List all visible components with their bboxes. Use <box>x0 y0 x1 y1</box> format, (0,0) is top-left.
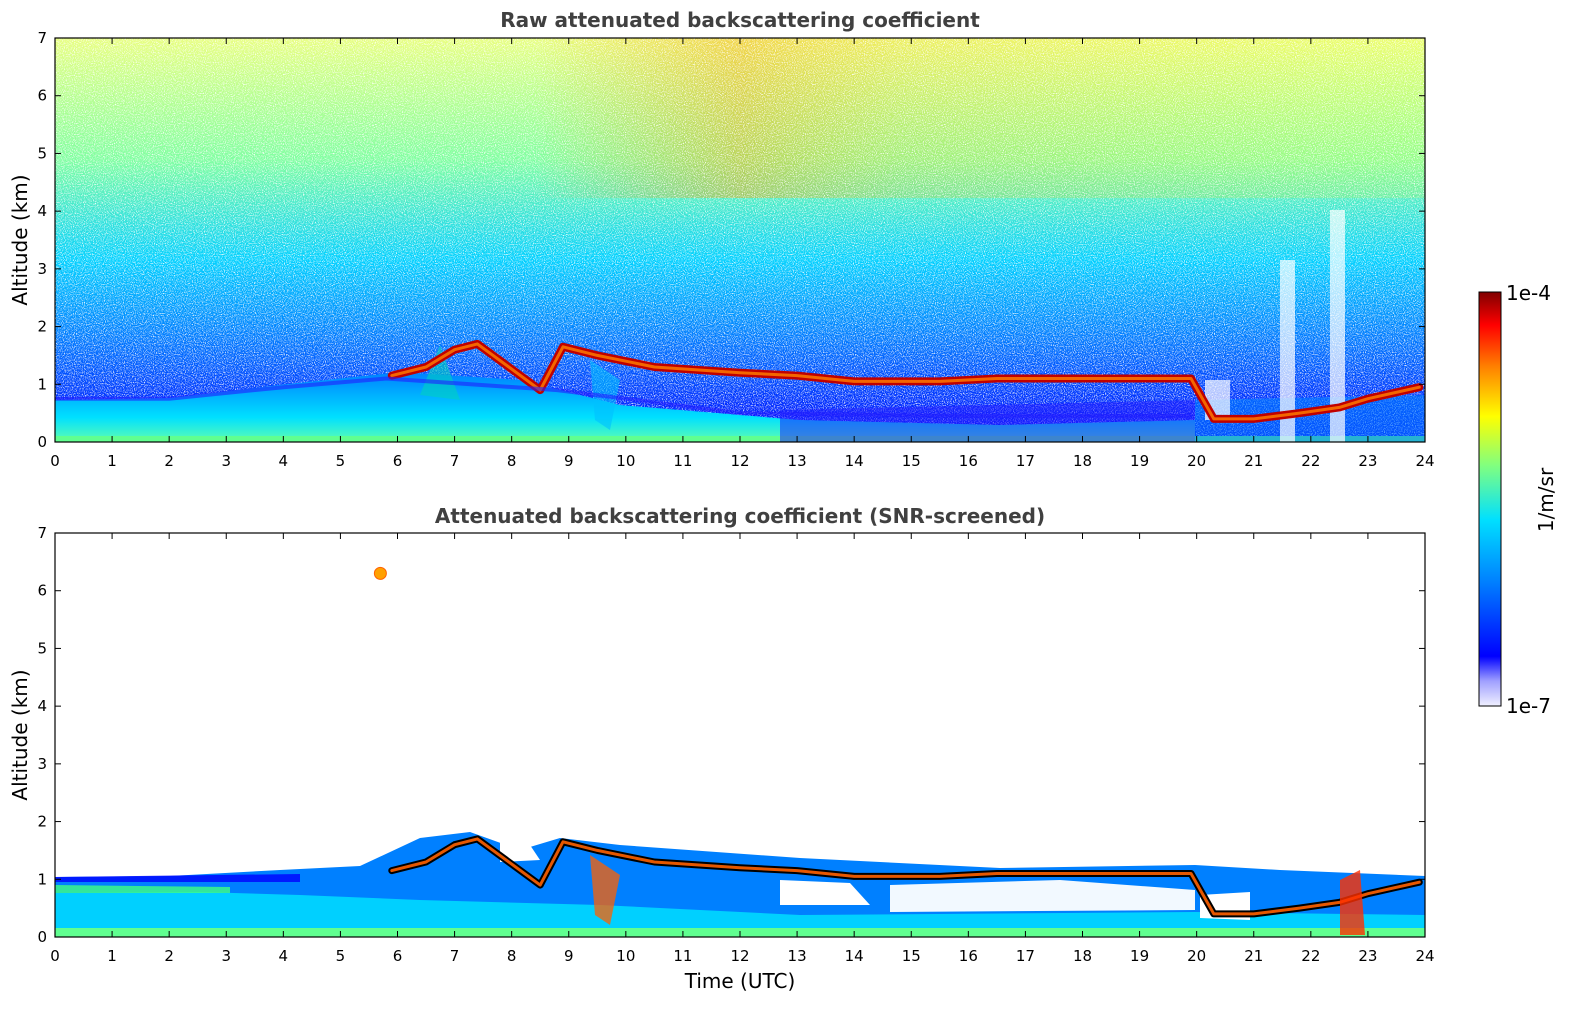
panel2-ytick-label: 2 <box>37 813 47 831</box>
panel2-xtick-label: 0 <box>50 947 60 965</box>
colorbar-unit-label: 1/m/sr <box>1534 467 1558 532</box>
panel2-x-ticks: 0 1 2 3 4 5 6 7 8 9 10 11 12 13 14 15 16 17 18 19 20 21 22 23 24 <box>50 533 1435 965</box>
panel2-xtick-label: 3 <box>221 947 231 965</box>
panel1-xtick-label: 1 <box>107 452 117 470</box>
panel1-xtick-label: 20 <box>1187 452 1206 470</box>
panel2-xtick-label: 11 <box>673 947 692 965</box>
panel2-xtick-label: 14 <box>845 947 864 965</box>
panel2-y-ticks: 0 1 2 3 4 5 6 7 <box>37 524 1425 946</box>
panel2-ytick-label: 4 <box>37 697 47 715</box>
panel1-xtick-label: 8 <box>507 452 517 470</box>
panel1-xtick-label: 23 <box>1358 452 1377 470</box>
panel1-xtick-label: 24 <box>1415 452 1434 470</box>
panel2-xtick-label: 12 <box>730 947 749 965</box>
panel2-xtick-label: 21 <box>1244 947 1263 965</box>
panel1-xtick-label: 6 <box>393 452 403 470</box>
panel1-xtick-label: 13 <box>788 452 807 470</box>
panel1-xtick-label: 11 <box>673 452 692 470</box>
panel1-xtick-label: 3 <box>221 452 231 470</box>
panel2-xtick-label: 22 <box>1301 947 1320 965</box>
colorbar-max-label: 1e-4 <box>1506 281 1551 305</box>
panel1-xtick-label: 19 <box>1130 452 1149 470</box>
panel1-cloud-layer <box>387 339 1424 423</box>
panel1-ytick-label: 1 <box>37 375 47 393</box>
panel1-xtick-label: 21 <box>1244 452 1263 470</box>
panel1-xtick-label: 16 <box>959 452 978 470</box>
panel2-xtick-label: 16 <box>959 947 978 965</box>
panel1-ytick-label: 4 <box>37 202 47 220</box>
panel1-ytick-label: 2 <box>37 318 47 336</box>
panel2-xtick-label: 10 <box>616 947 635 965</box>
panel2-ytick-label: 5 <box>37 639 47 657</box>
panel2-image <box>55 533 1425 937</box>
panel2-xtick-label: 4 <box>279 947 289 965</box>
panel2-xtick-label: 20 <box>1187 947 1206 965</box>
colorbar-min-label: 1e-7 <box>1506 694 1551 718</box>
panel1-xtick-label: 5 <box>336 452 346 470</box>
panel1-xtick-label: 7 <box>450 452 460 470</box>
panel2-title: Attenuated backscattering coefficient (S… <box>435 504 1045 528</box>
panel2-cloud-layer <box>388 835 1423 918</box>
panel1-xtick-label: 10 <box>616 452 635 470</box>
panel2-xtick-label: 18 <box>1073 947 1092 965</box>
panel2-ytick-label: 0 <box>37 928 47 946</box>
panel2-xtick-label: 9 <box>564 947 574 965</box>
panel2-ytick-label: 7 <box>37 524 47 542</box>
panel1-bl-line <box>55 376 1191 418</box>
colorbar-gradient <box>1478 291 1502 707</box>
panel2-ylabel: Altitude (km) <box>8 669 32 800</box>
panel2-xtick-label: 17 <box>1016 947 1035 965</box>
colorbar: 1e-4 1e-7 1/m/sr <box>1478 281 1558 718</box>
panel2-xtick-label: 8 <box>507 947 517 965</box>
panel-raw: Raw attenuated backscattering coefficien… <box>8 8 1435 470</box>
panel1-ytick-label: 5 <box>37 144 47 162</box>
panel1-ytick-label: 7 <box>37 29 47 47</box>
panel1-image <box>55 38 1425 442</box>
panel2-xtick-label: 7 <box>450 947 460 965</box>
panel1-y-ticks: 0 1 2 3 4 5 6 7 <box>37 29 1425 451</box>
panel2-xtick-label: 24 <box>1415 947 1434 965</box>
panel2-isolated-cloud <box>373 566 387 580</box>
panel1-xtick-label: 17 <box>1016 452 1035 470</box>
panel2-ytick-label: 6 <box>37 582 47 600</box>
panel2-ytick-label: 3 <box>37 755 47 773</box>
panel1-ytick-label: 6 <box>37 87 47 105</box>
panel2-xtick-label: 1 <box>107 947 117 965</box>
panel1-xtick-label: 4 <box>279 452 289 470</box>
panel1-title: Raw attenuated backscattering coefficien… <box>500 8 980 32</box>
panel1-xtick-label: 15 <box>902 452 921 470</box>
panel2-xtick-label: 19 <box>1130 947 1149 965</box>
panel2-xlabel: Time (UTC) <box>684 969 796 993</box>
panel2-xtick-label: 6 <box>393 947 403 965</box>
panel-snr: Attenuated backscattering coefficient (S… <box>8 504 1435 993</box>
panel1-xtick-label: 2 <box>164 452 174 470</box>
panel2-xtick-label: 23 <box>1358 947 1377 965</box>
panel1-ytick-label: 3 <box>37 260 47 278</box>
panel1-x-ticks: 0 1 2 3 4 5 6 7 8 9 10 11 12 13 14 15 16 17 18 19 20 21 22 23 24 <box>50 38 1435 470</box>
panel2-xtick-label: 15 <box>902 947 921 965</box>
panel1-xtick-label: 22 <box>1301 452 1320 470</box>
panel1-xtick-label: 12 <box>730 452 749 470</box>
panel1-ylabel: Altitude (km) <box>8 174 32 305</box>
panel1-xtick-label: 9 <box>564 452 574 470</box>
panel1-xtick-label: 18 <box>1073 452 1092 470</box>
panel2-xtick-label: 13 <box>788 947 807 965</box>
panel2-xtick-label: 5 <box>336 947 346 965</box>
panel1-ytick-label: 0 <box>37 433 47 451</box>
panel2-xtick-label: 2 <box>164 947 174 965</box>
panel1-bl-top <box>55 376 1191 418</box>
panel2-ytick-label: 1 <box>37 870 47 888</box>
panel1-xtick-label: 14 <box>845 452 864 470</box>
panel1-xtick-label: 0 <box>50 452 60 470</box>
